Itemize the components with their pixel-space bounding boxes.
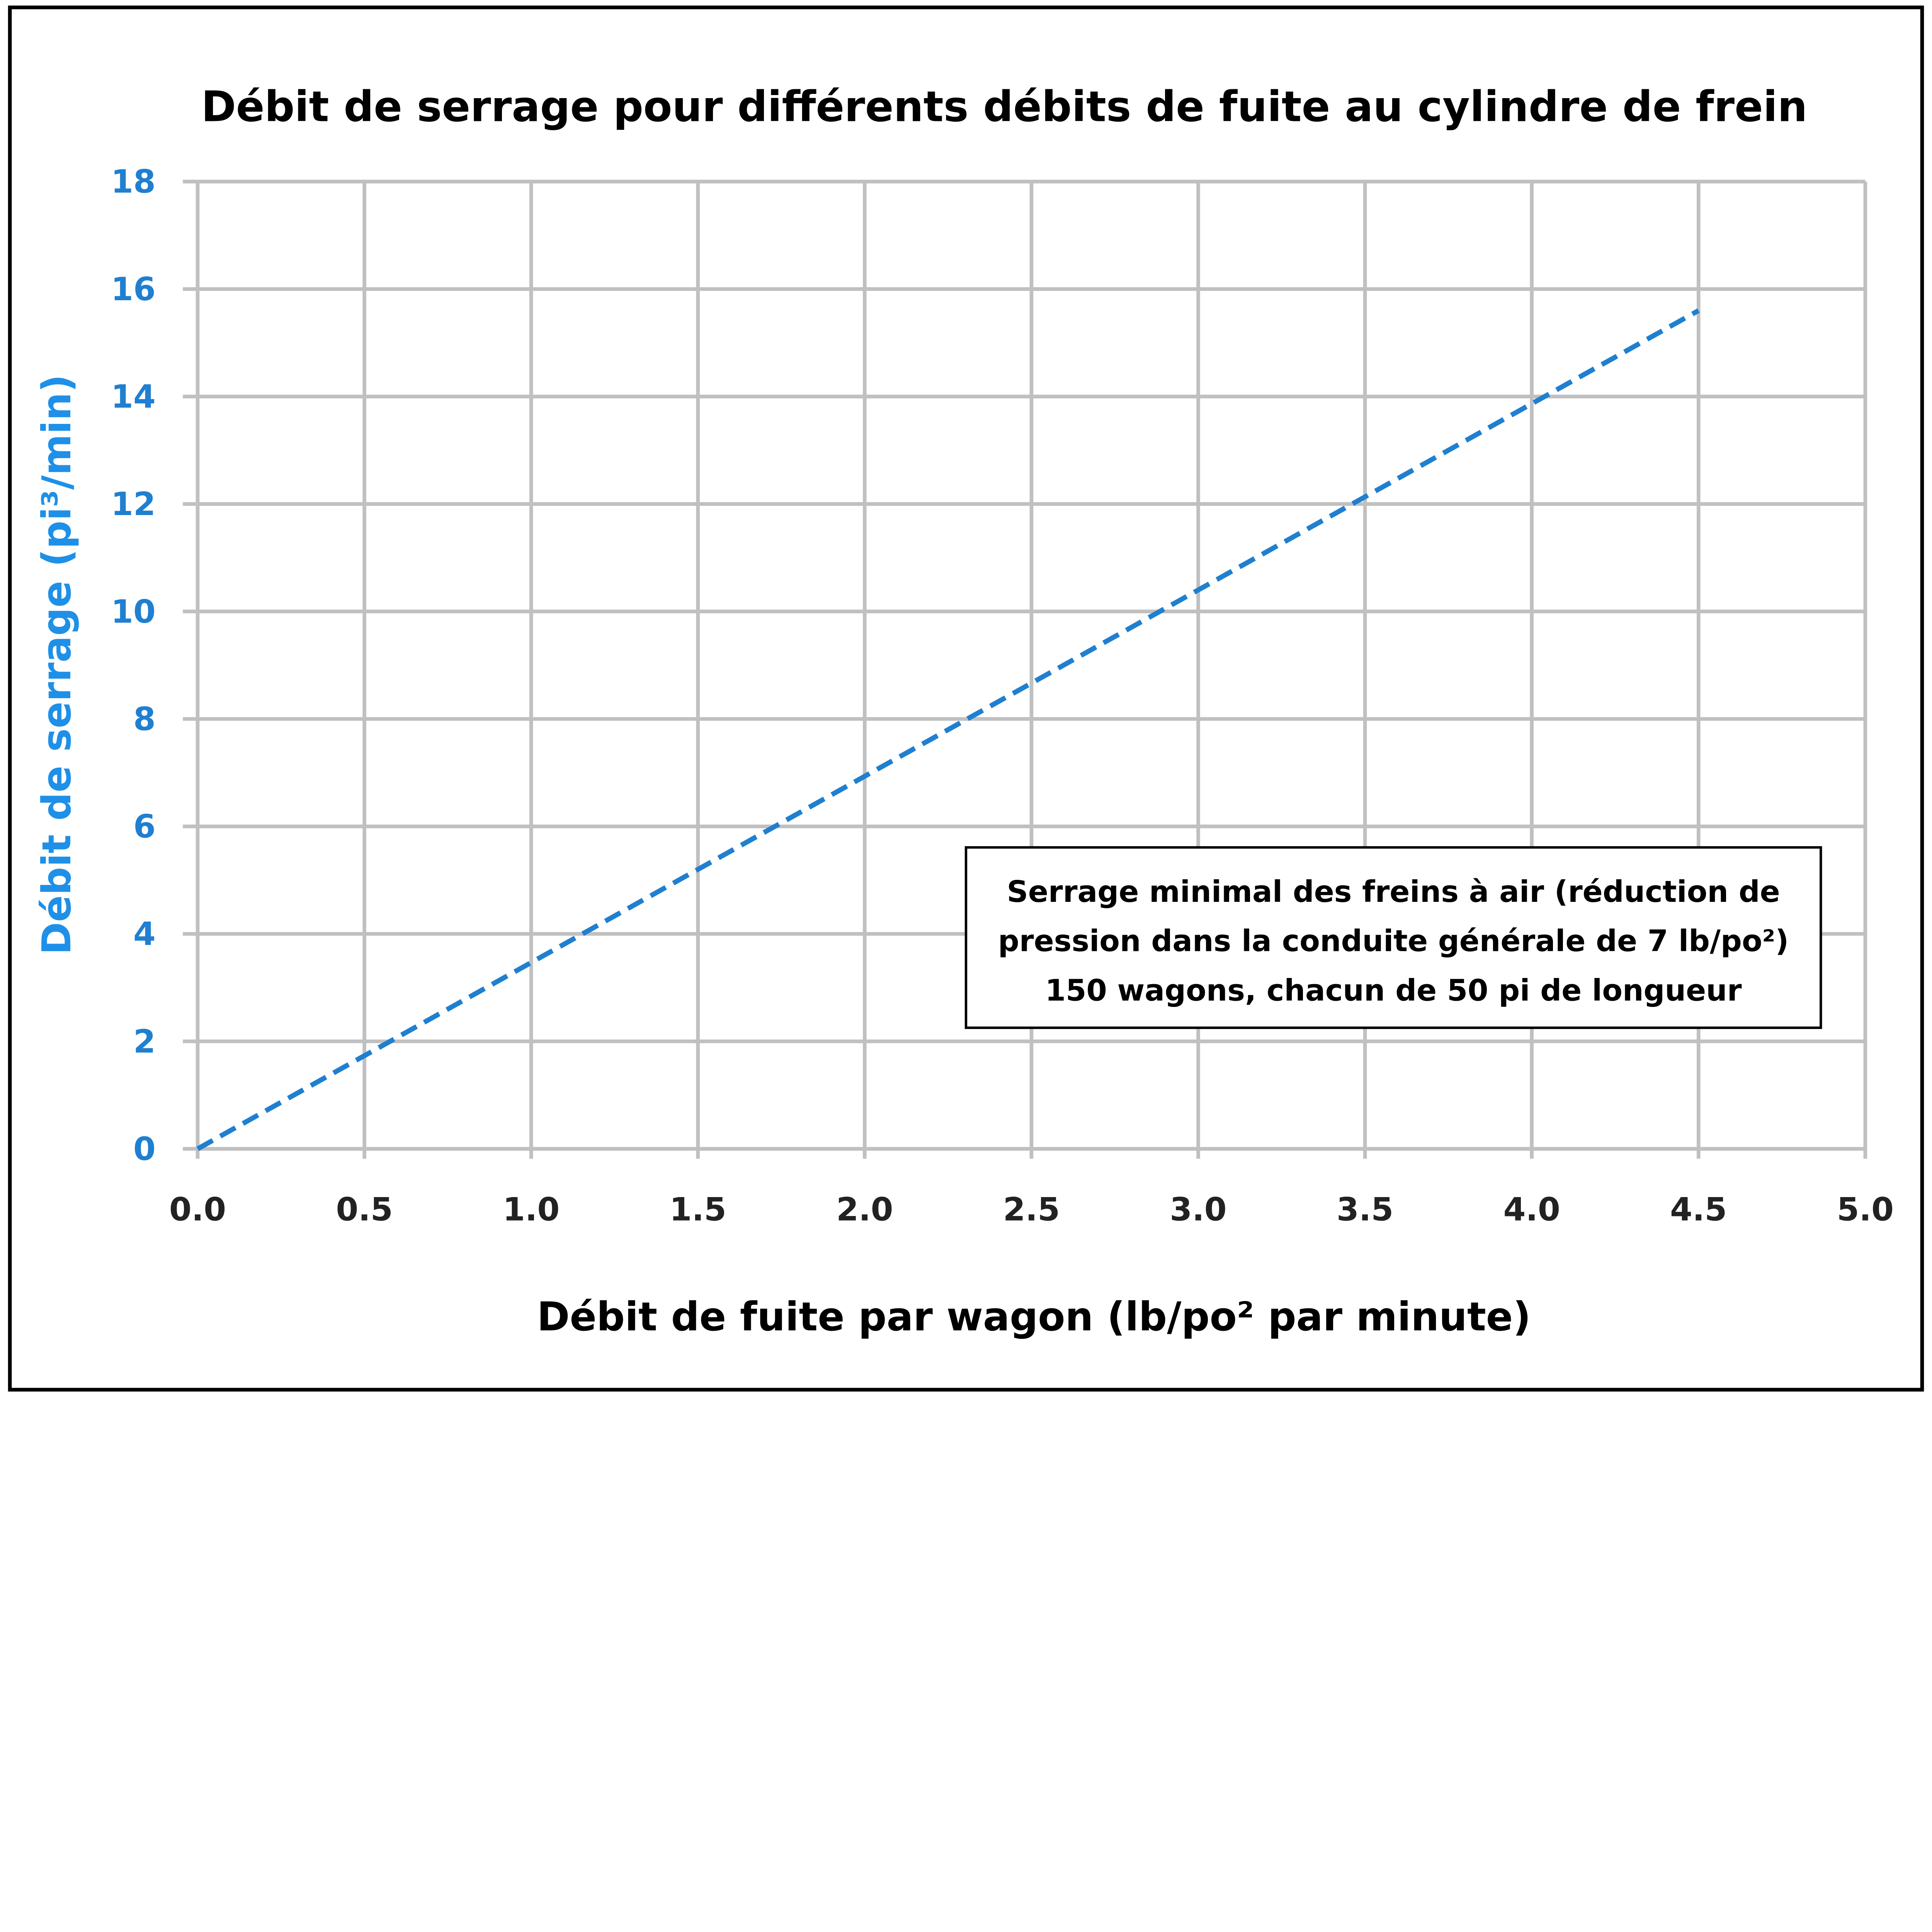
annotation-box: Serrage minimal des freins à air (réduct… (964, 846, 1822, 1029)
x-tick-label: 2.0 (836, 1191, 893, 1228)
x-tick-label: 0.5 (336, 1191, 393, 1228)
x-tick-label: 0.0 (169, 1191, 226, 1228)
y-tick-label: 6 (133, 808, 156, 845)
y-tick-label: 14 (111, 378, 156, 415)
series-line (196, 308, 1700, 1151)
x-tick-label: 1.0 (503, 1191, 560, 1228)
x-tick-label: 2.5 (1003, 1191, 1060, 1228)
x-tick-label: 3.0 (1170, 1191, 1226, 1228)
annotation-line-2: pression dans la conduite générale de 7 … (998, 924, 1789, 959)
y-tick-label: 2 (133, 1023, 156, 1060)
x-axis-label: Débit de fuite par wagon (lb/po² par min… (537, 1294, 1531, 1340)
x-tick-label: 3.5 (1337, 1191, 1393, 1228)
y-tick-label: 16 (111, 270, 156, 308)
annotation-line-3: 150 wagons, chacun de 50 pi de longueur (1045, 974, 1742, 1008)
y-tick-label: 8 (133, 700, 156, 738)
x-tick-label: 4.0 (1503, 1191, 1560, 1228)
y-tick-labels: 0 2 4 6 8 10 12 14 16 18 (111, 163, 156, 1168)
x-tick-label: 4.5 (1670, 1191, 1727, 1228)
y-tick-label: 18 (111, 163, 156, 201)
chart: Débit de serrage pour différents débits … (8, 5, 1924, 1392)
series (196, 308, 1700, 1151)
y-tick-label: 4 (133, 915, 156, 953)
grid (183, 180, 1867, 1159)
y-tick-label: 0 (133, 1130, 156, 1168)
x-tick-labels: 0.0 0.5 1.0 1.5 2.0 2.5 3.0 3.5 4.0 4.5 5.0 (169, 1191, 1894, 1228)
outer-border (8, 5, 1924, 1392)
y-axis-label: Débit de serrage (pi³/min) (34, 374, 80, 955)
x-tick-label: 1.5 (670, 1191, 726, 1228)
y-tick-label: 10 (111, 593, 156, 630)
chart-title: Débit de serrage pour différents débits … (201, 82, 1808, 131)
x-tick-label: 5.0 (1837, 1191, 1894, 1228)
annotation-line-1: Serrage minimal des freins à air (réduct… (1007, 875, 1780, 909)
y-tick-label: 12 (111, 485, 156, 523)
